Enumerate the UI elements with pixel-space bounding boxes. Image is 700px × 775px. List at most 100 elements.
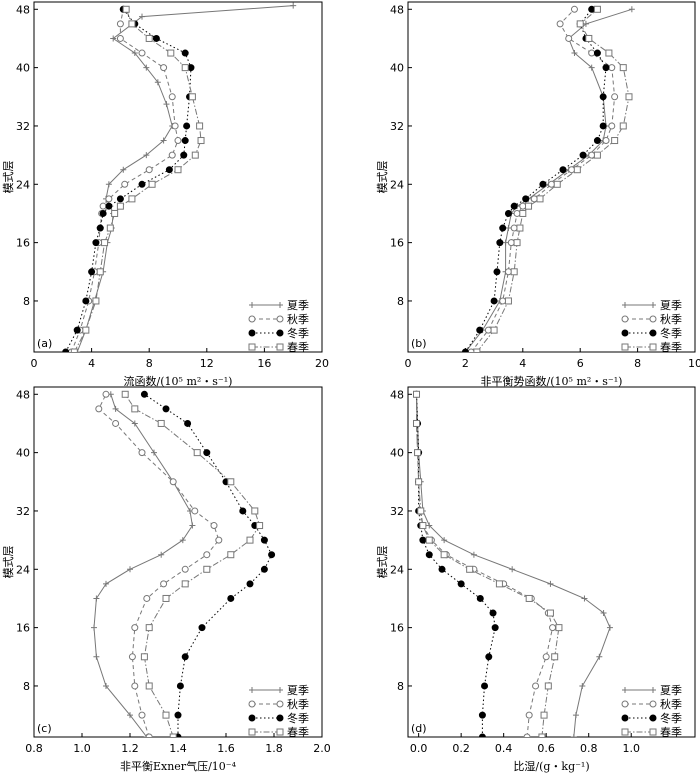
data-point [121, 180, 129, 188]
data-point [415, 478, 423, 486]
data-point [611, 93, 619, 101]
data-point [489, 609, 497, 617]
data-point [169, 733, 177, 737]
data-point [184, 419, 192, 427]
y-tick-label: 32 [16, 120, 30, 133]
x-tick-label: 12 [200, 357, 214, 370]
data-point [548, 180, 555, 188]
data-point [82, 326, 90, 334]
data-point [169, 478, 177, 486]
data-point [138, 49, 146, 57]
data-point [106, 224, 114, 232]
data-point [197, 137, 205, 145]
data-point [143, 64, 150, 71]
y-tick-label: 16 [16, 237, 30, 250]
data-point [198, 624, 206, 632]
legend-marker [649, 343, 657, 351]
data-point [131, 624, 139, 632]
data-point [227, 478, 235, 486]
data-point [496, 239, 504, 247]
data-point [476, 594, 484, 602]
series-4 [70, 5, 205, 352]
data-point [116, 20, 124, 28]
data-point [538, 733, 546, 737]
legend-label: 夏季 [287, 684, 309, 697]
data-point [162, 405, 170, 413]
data-point [608, 64, 616, 72]
data-point [152, 34, 160, 42]
data-point [174, 166, 182, 174]
data-point [551, 653, 559, 661]
data-point [176, 682, 184, 690]
legend-item: 冬季 [621, 711, 682, 725]
data-point [128, 195, 136, 203]
y-tick-label: 32 [390, 120, 404, 133]
data-point [565, 34, 573, 42]
legend-marker [248, 343, 256, 351]
x-tick-label: 0.2 [452, 742, 470, 755]
y-tick-label: 48 [16, 3, 30, 16]
x-tick-label: 1.4 [169, 742, 187, 755]
data-point [426, 522, 433, 529]
legend-marker [649, 714, 657, 722]
data-point [145, 166, 153, 174]
data-point [581, 595, 588, 602]
y-tick-label: 48 [390, 388, 404, 401]
data-point [127, 712, 133, 719]
x-tick-label: 1.6 [217, 742, 235, 755]
data-point [593, 137, 601, 145]
data-point [181, 653, 189, 661]
x-tick-label: 8 [634, 357, 641, 370]
data-point [179, 537, 186, 544]
legend-marker [621, 315, 629, 323]
panel-tag: (d) [411, 722, 427, 735]
y-axis-label: 模式层 [376, 161, 389, 194]
data-point [413, 390, 421, 398]
data-point [181, 64, 189, 72]
legend-marker [276, 315, 284, 323]
series-line [98, 394, 220, 737]
legend-item: 夏季 [622, 299, 682, 312]
data-point [553, 180, 561, 188]
data-point [62, 348, 70, 352]
data-point [510, 202, 518, 210]
data-point [92, 239, 100, 247]
data-point [154, 79, 161, 86]
legend-label: 冬季 [287, 711, 309, 725]
data-point [611, 137, 619, 145]
data-point [93, 653, 100, 660]
data-point [509, 566, 516, 573]
legend-marker [276, 714, 284, 722]
data-point [103, 682, 109, 689]
data-point [417, 507, 425, 515]
legend-marker [622, 302, 628, 308]
data-point [210, 522, 218, 530]
x-tick-label: 16 [257, 357, 271, 370]
y-axis-label: 模式层 [2, 161, 15, 194]
y-tick-label: 16 [390, 237, 404, 250]
data-point [579, 682, 586, 689]
data-point [103, 580, 109, 587]
y-tick-label: 32 [16, 505, 30, 518]
legend-label: 秋季 [287, 697, 309, 711]
data-point [490, 326, 498, 334]
data-point [168, 93, 176, 101]
data-point [593, 5, 601, 13]
data-point [92, 297, 100, 305]
data-point [493, 268, 501, 276]
data-point [602, 137, 610, 145]
y-tick-label: 8 [23, 295, 30, 308]
legend-marker [622, 687, 628, 693]
data-point [167, 49, 175, 57]
legend-marker [277, 302, 283, 308]
legend-marker [650, 302, 656, 308]
data-point [127, 566, 133, 573]
data-point [547, 580, 554, 587]
legend-marker [249, 302, 255, 308]
legend-marker [276, 343, 284, 351]
data-point [189, 522, 196, 529]
data-point [145, 624, 153, 632]
data-point [260, 565, 268, 573]
data-point [588, 151, 596, 159]
